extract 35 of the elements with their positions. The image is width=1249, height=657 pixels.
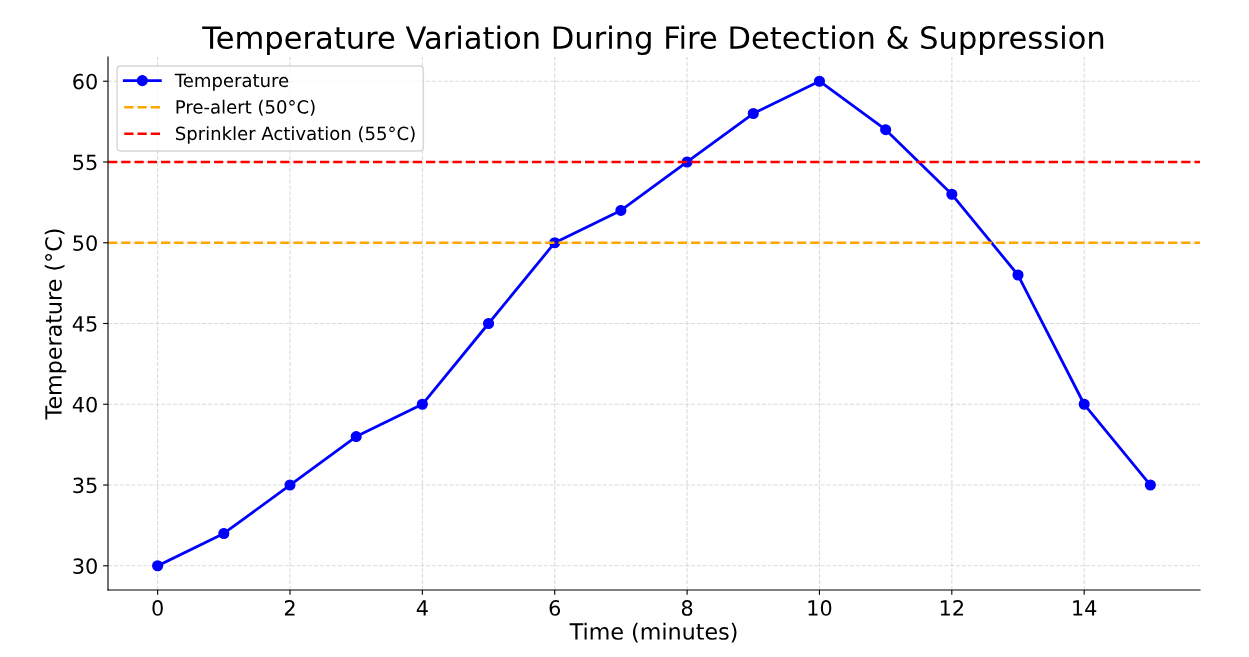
y-tick-label: 55 xyxy=(73,154,97,171)
point xyxy=(813,75,826,87)
point xyxy=(152,560,164,572)
x-tick-label: 4 xyxy=(416,600,428,616)
point xyxy=(284,479,296,491)
point xyxy=(747,107,759,120)
x-tick-label: 14 xyxy=(1073,600,1097,616)
y-axis-title: Temperature (°C) xyxy=(44,229,67,420)
point xyxy=(218,527,230,540)
legend-label: Sprinkler Activation (55°C) xyxy=(176,126,415,144)
y-tick-label: 45 xyxy=(72,316,97,332)
x-tick-label: 0 xyxy=(152,600,163,616)
x-axis-title: Time (minutes) xyxy=(569,622,737,643)
point xyxy=(1078,398,1090,410)
point xyxy=(880,124,892,136)
x-tick-label: 2 xyxy=(284,600,295,616)
chart-title: Temperature Variation During Fire Detection & Suppression xyxy=(202,25,1104,56)
point xyxy=(482,317,495,330)
legend-label: Temperature xyxy=(174,73,289,91)
point xyxy=(946,188,958,200)
point xyxy=(1144,479,1156,491)
x-tick-label: 6 xyxy=(549,600,561,616)
y-tick-label: 35 xyxy=(73,477,97,494)
x-tick-label: 10 xyxy=(808,600,832,616)
x-tick-label: 8 xyxy=(681,600,693,616)
point xyxy=(1012,269,1024,281)
x-tick-label: 12 xyxy=(940,600,963,616)
y-tick-label: 40 xyxy=(72,396,97,413)
point xyxy=(416,398,428,410)
y-tick-label: 60 xyxy=(73,73,97,90)
legend-label: Pre-alert (50°C) xyxy=(176,99,315,116)
y-tick-label: 30 xyxy=(73,558,97,574)
y-tick-label: 50 xyxy=(73,235,97,251)
point xyxy=(615,204,627,216)
point xyxy=(350,431,362,443)
